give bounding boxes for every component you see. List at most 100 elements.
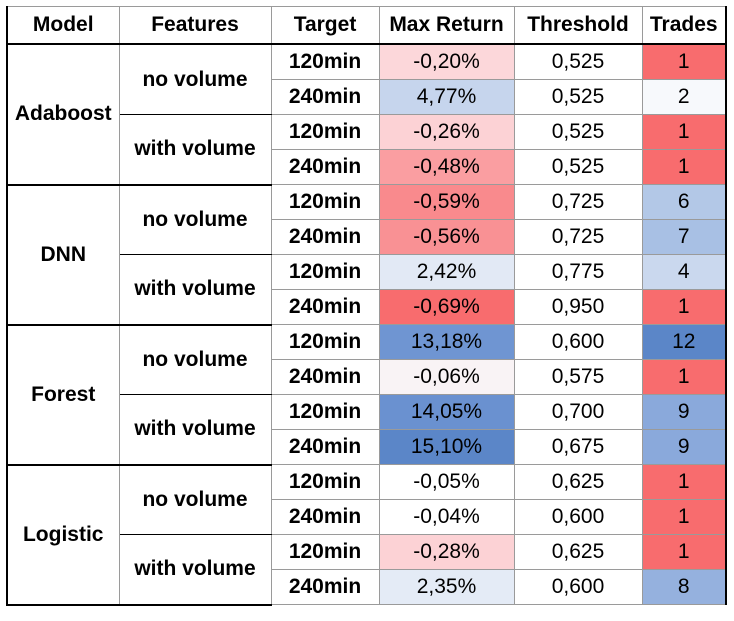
- features-cell: no volume: [118, 324, 272, 395]
- features-cell: no volume: [118, 184, 272, 255]
- trades-cell: 4: [641, 254, 727, 290]
- features-cell: with volume: [118, 394, 272, 466]
- max-return-cell: -0,56%: [378, 219, 515, 255]
- trades-cell: 1: [641, 289, 727, 325]
- max-return-cell: -0,04%: [378, 499, 515, 535]
- trades-cell: 1: [641, 149, 727, 185]
- max-return-cell: 4,77%: [378, 79, 515, 115]
- threshold-cell: 0,725: [513, 219, 643, 255]
- target-cell: 120min: [270, 464, 380, 500]
- table-body: Adaboost no volume 120min -0,20% 0,525 1 240mi…: [6, 43, 727, 606]
- target-cell: 120min: [270, 114, 380, 150]
- trades-cell: 9: [641, 429, 727, 465]
- max-return-cell: -0,06%: [378, 359, 515, 395]
- table-row: Forest no volume 120min 13,18% 0,600 12: [6, 324, 727, 466]
- trades-cell: 2: [641, 79, 727, 115]
- target-cell: 240min: [270, 499, 380, 535]
- header-row: Model Features Target Max Return Thresho…: [6, 6, 727, 45]
- trades-cell: 1: [641, 114, 727, 150]
- table-row: 240min -0,69% 0,950 1: [7, 289, 727, 325]
- table-row: with volume 120min -0,26% 0,525 1: [7, 114, 727, 186]
- header-trades: Trades: [641, 6, 727, 45]
- threshold-cell: 0,525: [513, 149, 643, 185]
- table-row: 240min 2,35% 0,600 8: [7, 569, 727, 605]
- max-return-cell: -0,59%: [378, 184, 515, 220]
- table-row: 240min -0,06% 0,575 1: [7, 359, 727, 395]
- max-return-cell: -0,48%: [378, 149, 515, 185]
- features-cell: no volume: [118, 43, 272, 115]
- features-cell: with volume: [118, 114, 272, 186]
- max-return-cell: -0,28%: [378, 534, 515, 570]
- threshold-cell: 0,525: [513, 114, 643, 150]
- trades-cell: 7: [641, 219, 727, 255]
- model-cell: Adaboost: [6, 43, 120, 186]
- model-cell: Logistic: [6, 464, 120, 606]
- model-cell: Forest: [6, 324, 120, 466]
- target-cell: 240min: [270, 359, 380, 395]
- trades-cell: 1: [641, 534, 727, 570]
- header-model: Model: [6, 6, 120, 45]
- trades-cell: 12: [641, 324, 727, 360]
- target-cell: 120min: [270, 254, 380, 290]
- threshold-cell: 0,525: [513, 43, 643, 80]
- table-row: Adaboost no volume 120min -0,20% 0,525 1: [6, 43, 727, 186]
- max-return-cell: -0,69%: [378, 289, 515, 325]
- max-return-cell: 2,35%: [378, 569, 515, 605]
- target-cell: 240min: [270, 79, 380, 115]
- threshold-cell: 0,725: [513, 184, 643, 220]
- max-return-cell: -0,26%: [378, 114, 515, 150]
- target-cell: 240min: [270, 149, 380, 185]
- target-cell: 120min: [270, 394, 380, 430]
- threshold-cell: 0,700: [513, 394, 643, 430]
- threshold-cell: 0,600: [513, 499, 643, 535]
- table-row: DNN no volume 120min -0,59% 0,725 6: [6, 184, 727, 326]
- target-cell: 240min: [270, 569, 380, 605]
- target-cell: 120min: [270, 184, 380, 220]
- threshold-cell: 0,575: [513, 359, 643, 395]
- trades-cell: 1: [641, 359, 727, 395]
- max-return-cell: -0,05%: [378, 464, 515, 500]
- threshold-cell: 0,675: [513, 429, 643, 465]
- header-features: Features: [118, 6, 272, 45]
- table-row: with volume 120min 14,05% 0,700 9: [7, 394, 727, 466]
- trades-cell: 8: [641, 569, 727, 605]
- threshold-cell: 0,625: [513, 464, 643, 500]
- threshold-cell: 0,600: [513, 324, 643, 360]
- features-cell: with volume: [118, 534, 272, 606]
- table-row: 240min -0,48% 0,525 1: [7, 149, 727, 185]
- threshold-cell: 0,600: [513, 569, 643, 605]
- features-cell: no volume: [118, 464, 272, 535]
- threshold-cell: 0,775: [513, 254, 643, 290]
- header-target: Target: [270, 6, 380, 45]
- table-row: with volume 120min -0,28% 0,625 1: [7, 534, 727, 606]
- max-return-cell: 13,18%: [378, 324, 515, 360]
- model-cell: DNN: [6, 184, 120, 326]
- table-row: 240min 4,77% 0,525 2: [7, 79, 727, 115]
- threshold-cell: 0,525: [513, 79, 643, 115]
- trades-cell: 1: [641, 43, 727, 80]
- trades-cell: 9: [641, 394, 727, 430]
- target-cell: 120min: [270, 43, 380, 80]
- trades-cell: 1: [641, 499, 727, 535]
- table-row: Logistic no volume 120min -0,05% 0,625 1: [6, 464, 727, 606]
- max-return-cell: -0,20%: [378, 43, 515, 80]
- max-return-cell: 2,42%: [378, 254, 515, 290]
- threshold-cell: 0,950: [513, 289, 643, 325]
- trades-cell: 1: [641, 464, 727, 500]
- table-row: with volume 120min 2,42% 0,775 4: [7, 254, 727, 326]
- table-row: 240min -0,56% 0,725 7: [7, 219, 727, 255]
- target-cell: 240min: [270, 289, 380, 325]
- threshold-cell: 0,625: [513, 534, 643, 570]
- results-table: Model Features Target Max Return Thresho…: [6, 6, 727, 606]
- target-cell: 240min: [270, 429, 380, 465]
- header-max-return: Max Return: [378, 6, 515, 45]
- target-cell: 240min: [270, 219, 380, 255]
- features-cell: with volume: [118, 254, 272, 326]
- max-return-cell: 15,10%: [378, 429, 515, 465]
- target-cell: 120min: [270, 324, 380, 360]
- trades-cell: 6: [641, 184, 727, 220]
- table-row: 240min -0,04% 0,600 1: [7, 499, 727, 535]
- header-threshold: Threshold: [513, 6, 643, 45]
- table-row: 240min 15,10% 0,675 9: [7, 429, 727, 465]
- max-return-cell: 14,05%: [378, 394, 515, 430]
